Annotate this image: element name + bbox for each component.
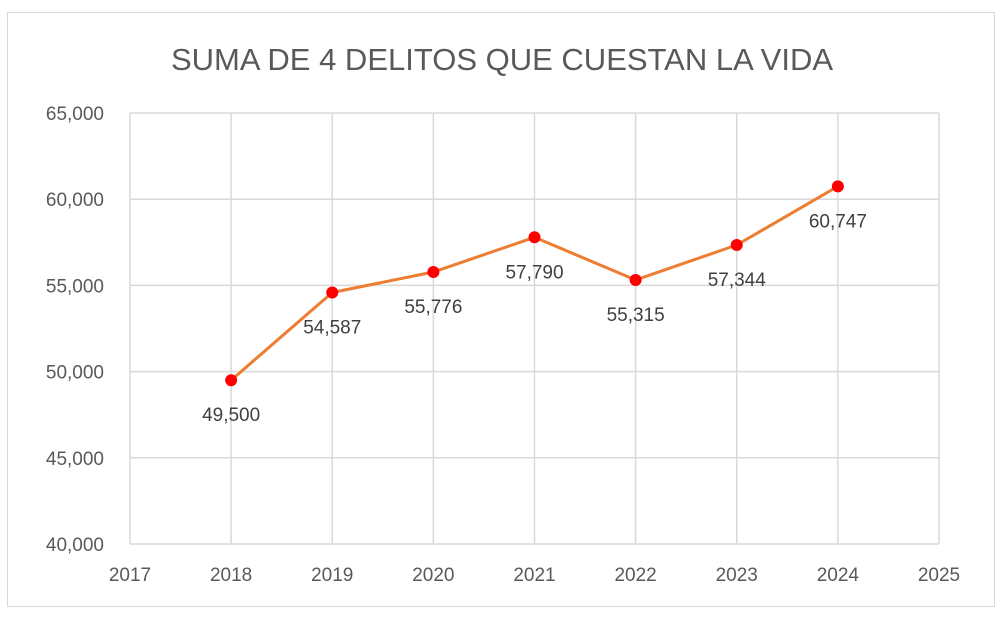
data-label: 54,587	[303, 318, 361, 339]
data-point	[427, 266, 440, 279]
data-point	[730, 238, 743, 251]
data-label: 55,776	[404, 297, 462, 318]
x-tick-label: 2025	[918, 565, 960, 586]
x-tick-label: 2021	[513, 565, 555, 586]
x-tick-label: 2024	[817, 565, 860, 586]
x-tick-label: 2018	[210, 565, 252, 586]
data-label: 57,790	[505, 262, 563, 283]
data-label: 60,747	[809, 211, 867, 232]
data-point	[225, 374, 238, 387]
data-point	[629, 273, 642, 286]
x-tick-label: 2019	[311, 565, 353, 586]
data-point	[326, 286, 339, 299]
x-tick-label: 2022	[614, 565, 656, 586]
chart-frame	[7, 12, 995, 607]
data-label: 49,500	[202, 405, 260, 426]
data-point	[831, 180, 844, 193]
y-tick-label: 60,000	[46, 190, 104, 211]
chart-title: SUMA DE 4 DELITOS QUE CUESTAN LA VIDA	[171, 42, 833, 77]
y-tick-label: 40,000	[46, 535, 104, 556]
x-tick-label: 2017	[109, 565, 151, 586]
data-label: 55,315	[607, 305, 665, 326]
x-tick-label: 2020	[412, 565, 454, 586]
y-tick-label: 50,000	[46, 363, 104, 384]
y-tick-label: 65,000	[46, 104, 104, 125]
y-tick-label: 45,000	[46, 449, 104, 470]
data-point	[528, 231, 541, 244]
y-tick-label: 55,000	[46, 276, 104, 297]
data-label: 57,344	[708, 270, 767, 291]
x-tick-label: 2023	[716, 565, 758, 586]
